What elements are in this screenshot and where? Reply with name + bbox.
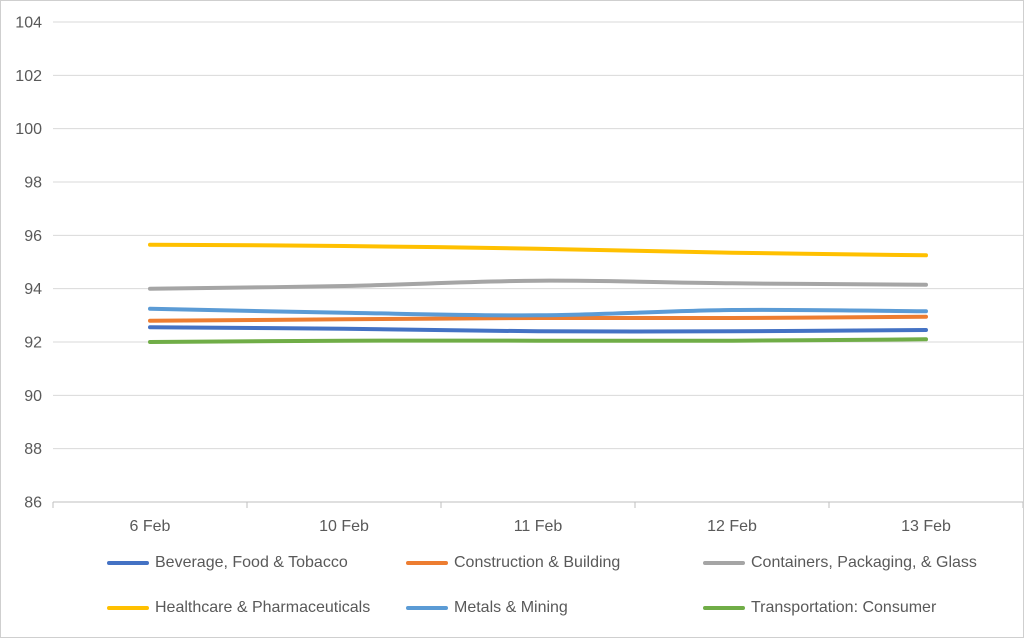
y-axis-tick-label: 94: [24, 281, 42, 298]
y-axis-tick-label: 98: [24, 175, 42, 192]
x-axis-tick-label: 6 Feb: [130, 518, 171, 535]
series-line: [148, 278, 928, 291]
y-axis-tick-label: 100: [15, 121, 42, 138]
y-axis-tick-label: 102: [15, 68, 42, 85]
y-axis-tick-label: 104: [15, 15, 42, 32]
series-line: [148, 337, 928, 344]
y-axis-tick-label: 90: [24, 388, 42, 405]
y-axis-tick-label: 88: [24, 441, 42, 458]
series-line: [148, 314, 928, 323]
x-axis-tick-label: 10 Feb: [319, 518, 369, 535]
series-line: [148, 242, 928, 258]
y-axis-tick-label: 96: [24, 228, 42, 245]
x-axis-tick-label: 13 Feb: [901, 518, 951, 535]
series-line: [148, 306, 928, 318]
x-axis-tick-label: 11 Feb: [514, 518, 563, 535]
x-axis-tick-label: 12 Feb: [707, 518, 757, 535]
series-line: [148, 325, 928, 334]
y-axis-tick-label: 86: [24, 495, 42, 512]
y-axis-tick-label: 92: [24, 335, 42, 352]
